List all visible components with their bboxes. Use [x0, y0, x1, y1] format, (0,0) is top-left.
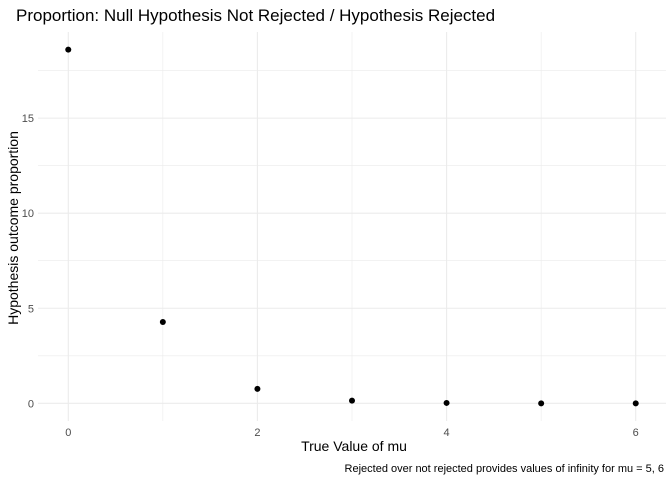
x-tick-label: 2 — [254, 427, 260, 439]
x-tick-label: 6 — [633, 427, 639, 439]
data-point — [65, 46, 72, 53]
x-tick-label: 4 — [444, 427, 450, 439]
data-point — [538, 400, 545, 407]
data-point — [632, 400, 639, 407]
x-tick-label: 0 — [65, 427, 71, 439]
y-axis-title: Hypothesis outcome proportion — [5, 131, 21, 325]
data-point — [349, 397, 355, 404]
tick-labels: 0 2 4 6 0 5 10 15 — [22, 113, 639, 439]
data-point — [443, 399, 450, 406]
chart-title: Proportion: Null Hypothesis Not Rejected… — [16, 6, 495, 25]
y-tick-label: 10 — [22, 208, 34, 220]
data-point — [159, 318, 166, 325]
chart-caption: Rejected over not rejected provides valu… — [345, 463, 664, 475]
y-tick-label: 0 — [28, 398, 34, 410]
data-points — [65, 46, 639, 407]
y-tick-label: 5 — [28, 303, 34, 315]
y-tick-label: 15 — [22, 113, 34, 125]
x-axis-title: True Value of mu — [301, 438, 407, 454]
data-point — [254, 385, 261, 392]
grid-lines — [38, 32, 666, 421]
